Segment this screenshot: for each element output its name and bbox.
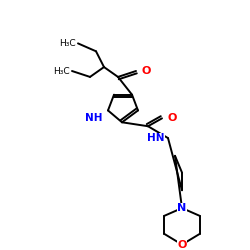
Text: O: O (177, 240, 187, 250)
Text: O: O (167, 113, 176, 123)
Text: H₃C: H₃C (60, 39, 76, 48)
Text: N: N (178, 203, 186, 213)
Text: NH: NH (86, 114, 103, 124)
Text: HN: HN (146, 133, 164, 143)
Text: H₃C: H₃C (54, 66, 70, 76)
Text: O: O (141, 66, 150, 76)
